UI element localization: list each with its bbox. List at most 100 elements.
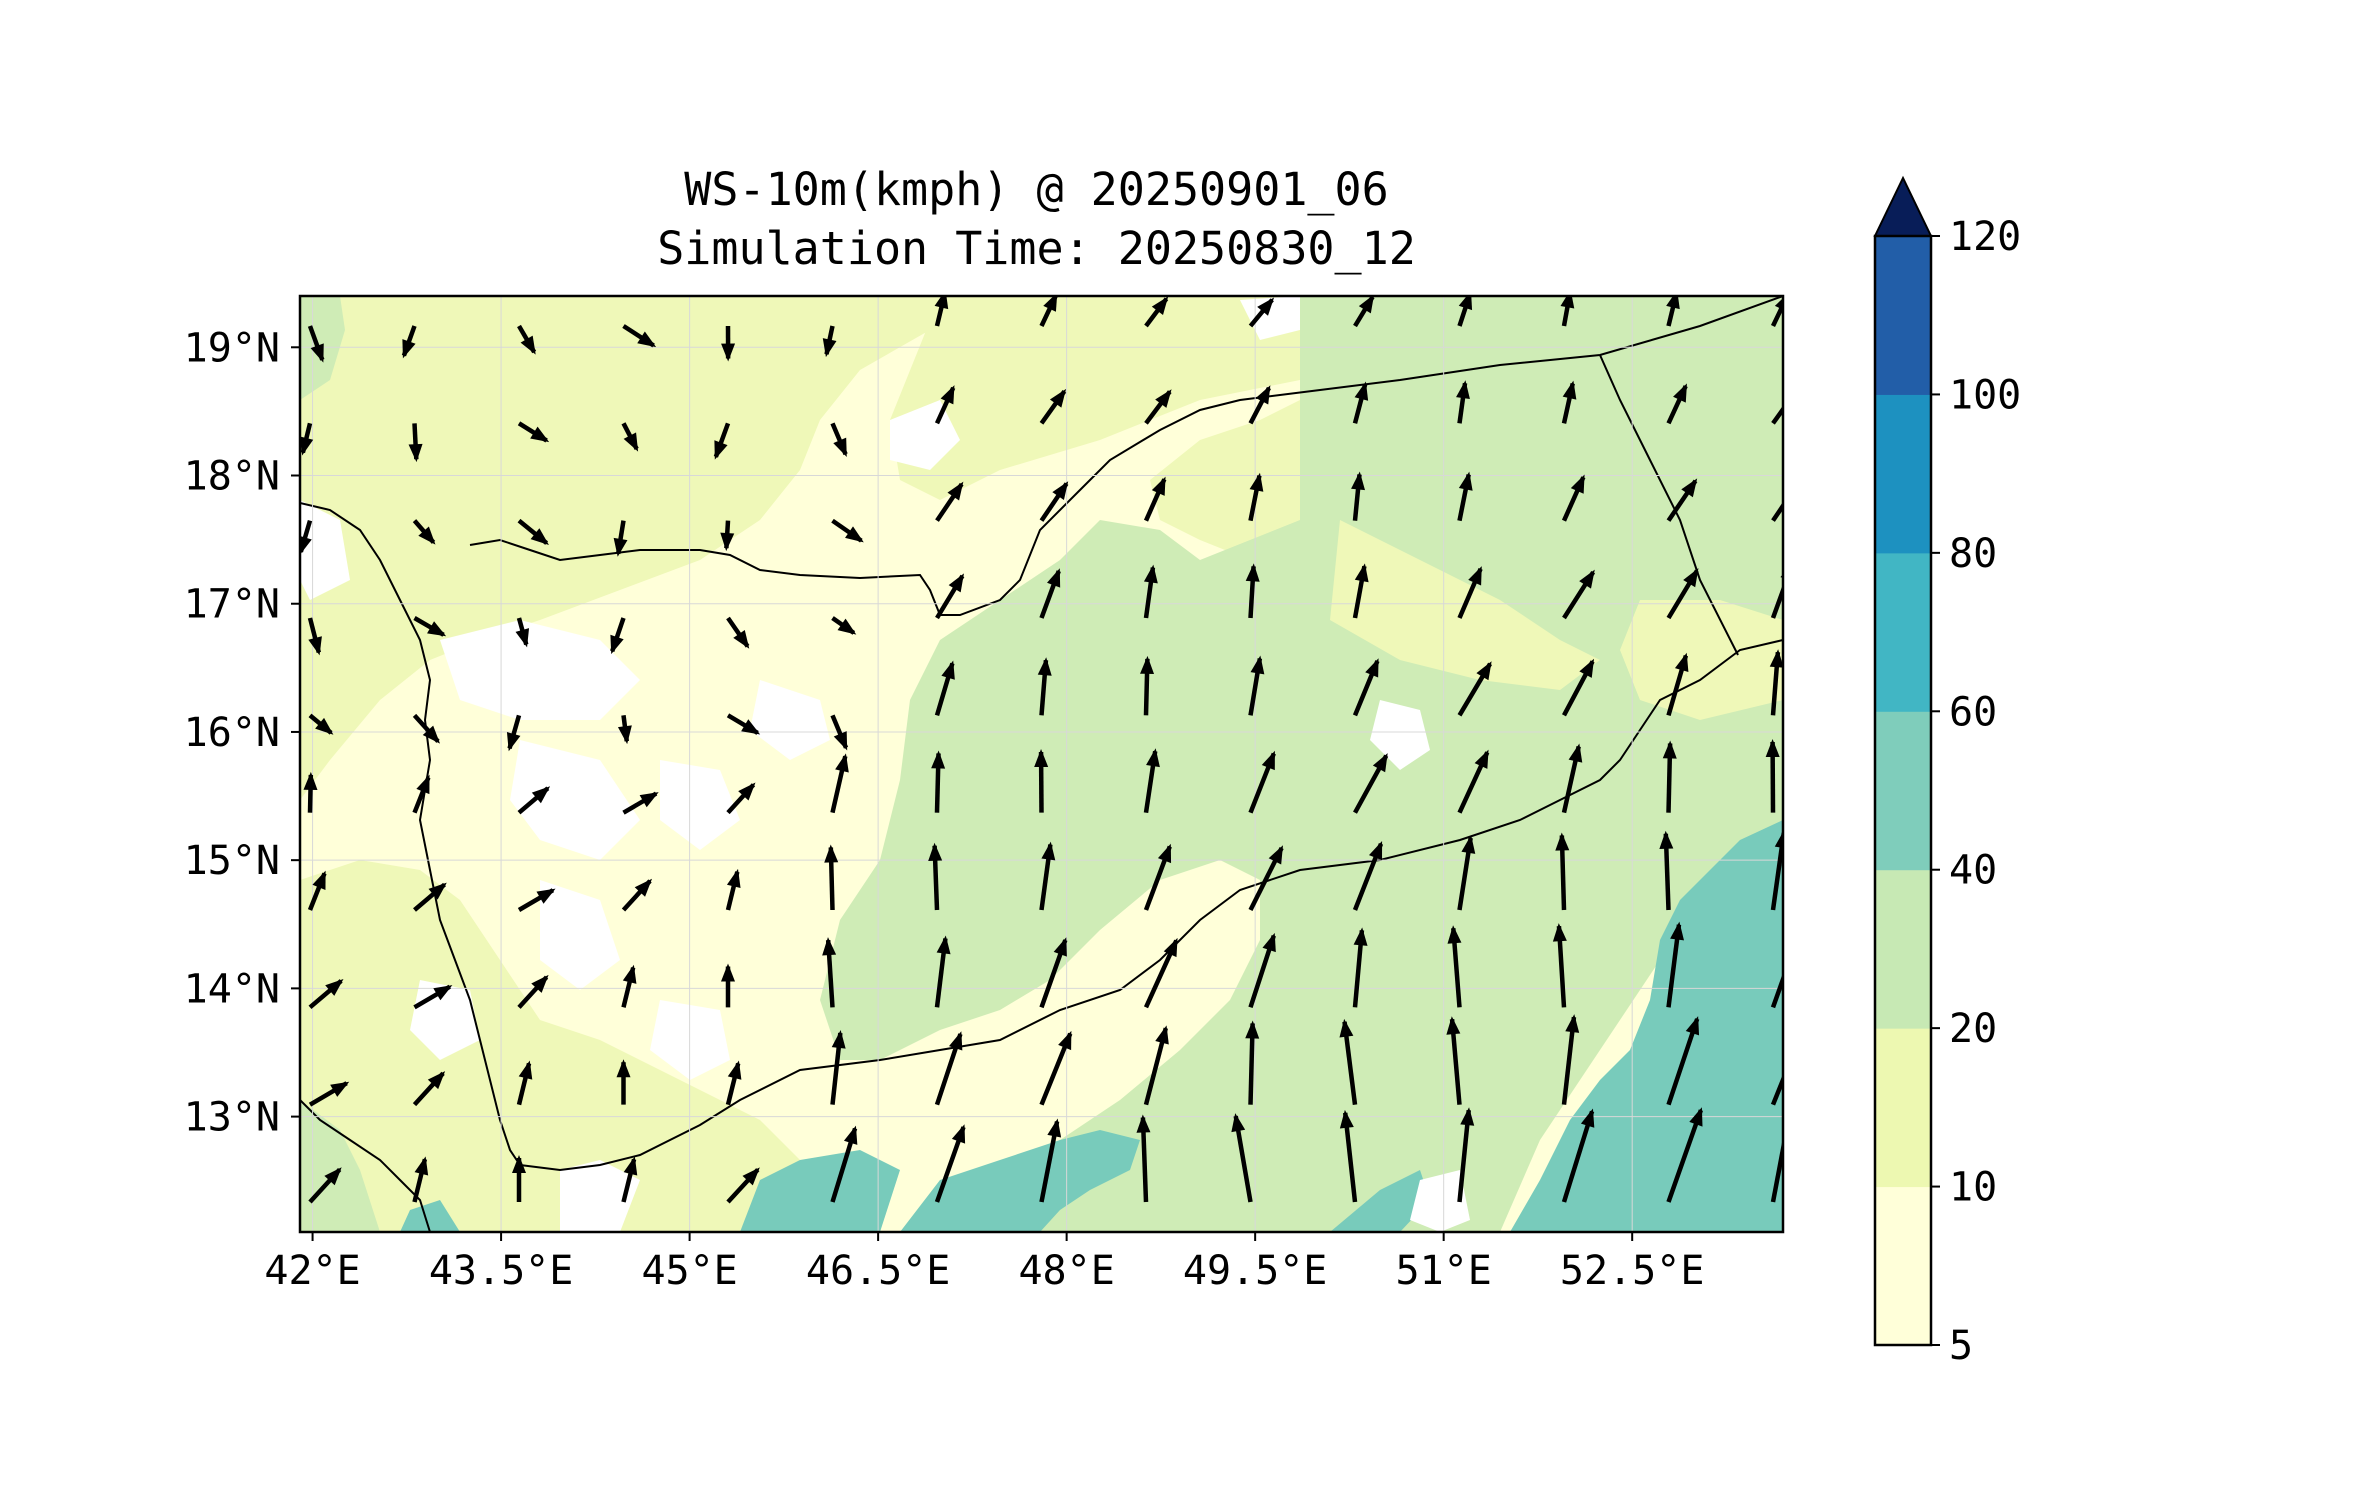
wind-vector [1666, 568, 1699, 620]
colorbar-tick-label: 100 [1949, 372, 2021, 418]
wind-vector [1034, 749, 1049, 813]
wind-vector [1770, 972, 1783, 1009]
wind-vector [1457, 749, 1490, 814]
wind-vector [1144, 389, 1172, 425]
wind-vector [1352, 381, 1369, 424]
colorbar-tick-label: 80 [1949, 531, 1997, 577]
latitude-axis: 19°N 18°N 17°N 16°N 15°N 14°N 13°N [184, 325, 300, 1141]
wind-vector [1561, 380, 1577, 424]
wind-vector [1039, 1030, 1073, 1106]
wind-vector [830, 1125, 858, 1203]
wind-vector [725, 868, 741, 911]
x-tick-label: 45°E [641, 1248, 737, 1294]
wind-vector [1770, 1073, 1783, 1106]
wind-vector [934, 1124, 966, 1203]
wind-vector [1765, 739, 1780, 813]
wind-vector [1353, 296, 1375, 328]
wind-vector [1457, 835, 1476, 911]
map-frame [298, 294, 1785, 1234]
wind-vector [831, 616, 857, 635]
wind-vector [308, 978, 344, 1010]
longitude-axis: 42°E 43.5°E 45°E 46.5°E 48°E 49.5°E 51°E 52.5°E [264, 1232, 1704, 1294]
wind-vector [1143, 937, 1179, 1009]
wind-vector [934, 1031, 963, 1106]
wind-vector [1248, 655, 1265, 716]
wind-vector [303, 771, 318, 813]
wind-vector [1555, 832, 1570, 911]
wind-vector [1143, 843, 1172, 911]
coastline-horn-of-africa [300, 1099, 431, 1232]
wind-vector [1456, 380, 1470, 424]
wind-vector [1457, 296, 1473, 327]
wind-vector [1039, 481, 1069, 522]
wind-vector [610, 617, 626, 655]
wind-vector [830, 714, 849, 751]
wind-vector [1552, 923, 1567, 1008]
wind-vector [726, 1167, 760, 1204]
x-tick-label: 46.5°E [806, 1248, 951, 1294]
border-saudi-yemen [469, 296, 1783, 616]
colorbar-segment [1875, 1028, 1931, 1188]
wind-vector [934, 660, 955, 716]
colorbar-segment [1875, 552, 1931, 712]
wind-vector [1248, 385, 1271, 425]
wind-vector [824, 844, 839, 911]
colorbar-tick-label: 20 [1949, 1006, 1997, 1052]
x-tick-label: 49.5°E [1183, 1248, 1328, 1294]
wind-vector [1352, 840, 1384, 911]
wind-vector [1560, 296, 1575, 327]
colorbar-extend-arrow [1873, 175, 1933, 237]
wind-vector [300, 422, 314, 456]
wind-vector [1351, 471, 1366, 521]
x-tick-label: 48°E [1018, 1248, 1114, 1294]
map-gridlines [300, 296, 1783, 1232]
wind-vector [1353, 753, 1389, 814]
wind-vector [1447, 925, 1462, 1008]
wind-vector [1248, 472, 1264, 522]
wind-vector [1561, 743, 1583, 814]
wind-vector [1666, 478, 1698, 522]
wind-vector [1143, 564, 1158, 619]
wind-vector [1136, 1114, 1151, 1203]
wind-vector [1561, 1014, 1580, 1105]
wind-vector [931, 750, 946, 813]
wind-vector [1562, 658, 1595, 717]
wind-vector [1248, 932, 1276, 1009]
wind-vector [622, 324, 657, 348]
wind-vector [1666, 296, 1680, 327]
wind-vector [621, 964, 637, 1008]
wind-vector [1039, 1118, 1062, 1203]
wind-vector [721, 325, 736, 362]
wind-vector [1039, 937, 1068, 1009]
wind-vector [517, 518, 549, 546]
wind-vector [831, 518, 864, 543]
wind-vector [1248, 750, 1276, 814]
y-tick-label: 19°N [184, 325, 280, 371]
wind-vector [726, 782, 756, 815]
wind-vector [621, 1156, 638, 1203]
wind-vector [307, 325, 325, 363]
wind-vector [1143, 748, 1160, 813]
wind-vector [616, 1059, 631, 1105]
wind-vector [617, 715, 632, 745]
wind-vector [517, 324, 537, 355]
wind-vector [1562, 569, 1596, 620]
wind-vector [1245, 563, 1260, 619]
title-line-1: WS-10m(kmph) @ 20250901_06 [684, 163, 1389, 216]
wind-vector [401, 325, 417, 359]
y-tick-label: 15°N [184, 838, 280, 884]
wind-vector [621, 878, 653, 912]
colorbar: 5 10 20 40 60 80 100 120 [1873, 175, 2021, 1369]
wind-vector [1561, 1108, 1595, 1203]
wind-vector [1143, 1025, 1169, 1106]
wind-vector [300, 520, 313, 555]
wind-vector [517, 421, 550, 443]
wind-vector [622, 791, 659, 815]
wind-vector [928, 842, 943, 911]
wind-vector [1457, 566, 1483, 619]
wind-vector [1039, 388, 1067, 425]
wind-vector [1659, 830, 1674, 911]
y-tick-label: 17°N [184, 582, 280, 628]
wind-vector [1144, 296, 1169, 328]
